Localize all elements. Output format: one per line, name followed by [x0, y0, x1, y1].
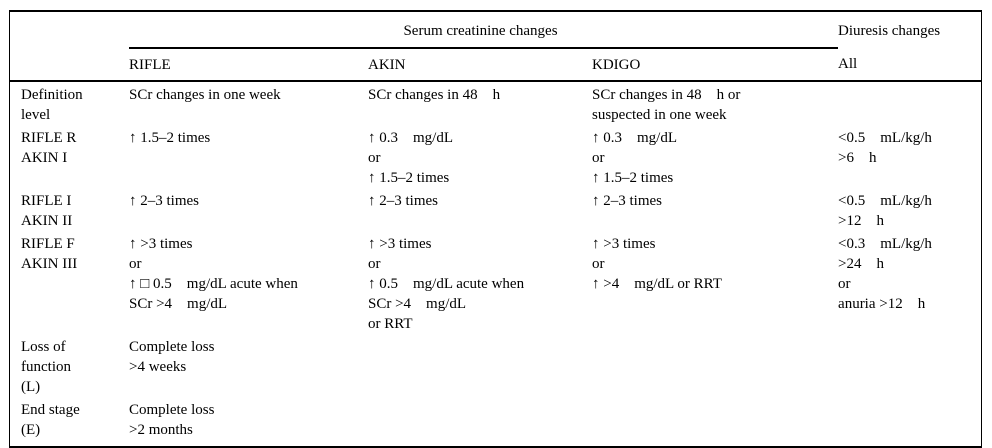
kdigo-cell: ↑ >3 times or ↑ >4 mg/dL or RRT — [592, 236, 722, 292]
serum-creatinine-group-header: Serum creatinine changes — [129, 12, 839, 49]
column-header-all: All — [838, 48, 982, 82]
diuresis-cell: <0.5 mL/kg/h >12 h — [838, 193, 932, 229]
kdigo-cell: SCr changes in 48 h or suspected in one … — [592, 87, 741, 123]
table-row-definition-level: Definition level SCr changes in one week… — [10, 81, 981, 127]
column-header-rifle: RIFLE — [129, 48, 368, 82]
table-row-rifle-r-akin-i: RIFLE R AKIN I ↑ 1.5–2 times ↑ 0.3 mg/dL… — [10, 127, 981, 190]
diuresis-cell — [838, 336, 981, 399]
akin-cell: ↑ 0.3 mg/dL or ↑ 1.5–2 times — [368, 130, 453, 186]
row-label-cell: End stage (E) — [21, 402, 80, 438]
rifle-cell: Complete loss >2 months — [129, 402, 215, 438]
row-label-cell: Definition level — [21, 87, 83, 123]
table-row-end-stage: End stage (E) Complete loss >2 months — [10, 399, 981, 446]
diuresis-cell: <0.3 mL/kg/h >24 h or anuria >12 h — [838, 236, 932, 312]
akin-cell: ↑ 2–3 times — [368, 193, 438, 209]
akin-cell — [368, 399, 592, 446]
table-row-rifle-i-akin-ii: RIFLE I AKIN II ↑ 2–3 times ↑ 2–3 times … — [10, 190, 981, 233]
empty-corner-cell — [10, 48, 129, 82]
akin-cell: SCr changes in 48 h — [368, 87, 501, 103]
rifle-cell: ↑ >3 times or ↑ □ 0.5 mg/dL acute when S… — [129, 236, 298, 312]
diuresis-cell — [838, 81, 981, 127]
akin-cell: ↑ >3 times or ↑ 0.5 mg/dL acute when SCr… — [368, 236, 525, 332]
rifle-cell: Complete loss >4 weeks — [129, 339, 215, 375]
diuresis-cell: <0.5 mL/kg/h >6 h — [838, 130, 932, 166]
diuresis-group-header: Diuresis changes — [838, 23, 941, 39]
akin-cell — [368, 336, 592, 399]
rifle-cell: SCr changes in one week — [129, 87, 281, 103]
table-row-loss-of-function: Loss of function (L) Complete loss >4 we… — [10, 336, 981, 399]
aki-table: Serum creatinine changes Diuresis change… — [10, 12, 982, 446]
row-label-cell: RIFLE F AKIN III — [21, 236, 78, 272]
table-row-rifle-f-akin-iii: RIFLE F AKIN III ↑ >3 times or ↑ □ 0.5 m… — [10, 233, 981, 336]
row-label-cell: RIFLE R AKIN I — [21, 130, 77, 166]
column-header-kdigo: KDIGO — [592, 48, 839, 82]
group-header-row: Serum creatinine changes Diuresis change… — [10, 12, 981, 49]
diuresis-cell — [838, 399, 981, 446]
rifle-cell: ↑ 2–3 times — [129, 193, 199, 209]
column-header-akin: AKIN — [368, 48, 592, 82]
kdigo-cell: ↑ 0.3 mg/dL or ↑ 1.5–2 times — [592, 130, 677, 186]
kdigo-cell — [592, 399, 838, 446]
kdigo-cell — [592, 336, 838, 399]
aki-classification-table: Serum creatinine changes Diuresis change… — [9, 10, 982, 448]
column-header-row: RIFLE AKIN KDIGO All — [10, 48, 982, 82]
kdigo-cell: ↑ 2–3 times — [592, 193, 662, 209]
empty-corner-cell — [10, 12, 129, 48]
row-label-cell: RIFLE I AKIN II — [21, 193, 73, 229]
rifle-cell: ↑ 1.5–2 times — [129, 130, 211, 146]
row-label-cell: Loss of function (L) — [21, 339, 71, 395]
